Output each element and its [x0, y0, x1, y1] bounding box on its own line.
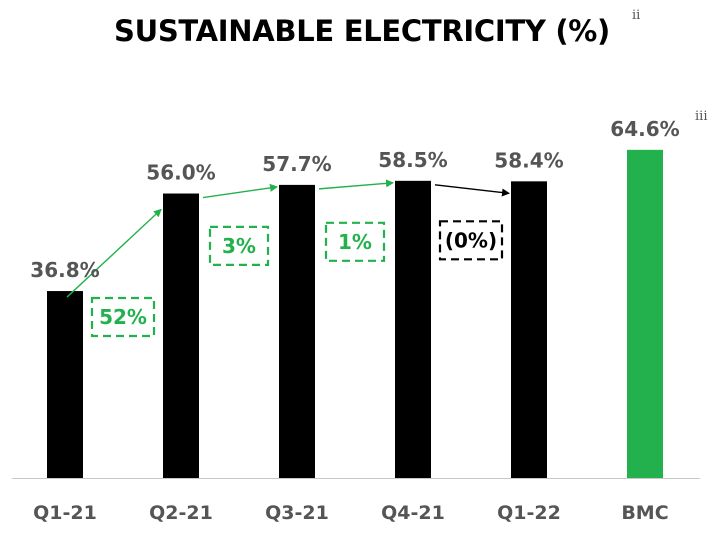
chart-title: SUSTAINABLE ELECTRICITY (%)	[114, 14, 610, 48]
value-label: 64.6%	[610, 117, 679, 141]
change-label: 52%	[99, 305, 147, 329]
chart-title-note: ii	[632, 8, 641, 23]
change-arrow	[66, 208, 162, 298]
change-box	[90, 296, 156, 338]
change-label: (0%)	[445, 228, 497, 252]
bar-q4-21	[395, 180, 431, 478]
change-label: 1%	[338, 230, 372, 254]
value-note: iii	[695, 109, 707, 124]
bar-q3-21	[279, 184, 315, 478]
bar-bmc	[627, 149, 663, 478]
x-tick-label: Q1-21	[33, 502, 97, 524]
change-arrow	[318, 179, 394, 190]
change-arrow	[434, 184, 510, 197]
change-label: 3%	[222, 234, 256, 258]
x-tick-label: BMC	[621, 502, 668, 524]
bar-q2-21	[163, 193, 199, 478]
bar-q1-22	[511, 181, 547, 478]
value-label: 58.5%	[378, 148, 447, 172]
change-box	[208, 225, 270, 266]
value-label: 36.8%	[30, 258, 99, 282]
x-tick-label: Q3-21	[265, 502, 329, 524]
x-tick-label: Q4-21	[381, 502, 445, 524]
value-label: 57.7%	[262, 152, 331, 176]
change-box	[324, 221, 386, 262]
x-tick-label: Q1-22	[497, 502, 561, 524]
change-box	[438, 220, 504, 261]
value-label: 56.0%	[146, 161, 215, 185]
chart-title-wrap: SUSTAINABLE ELECTRICITY (%)	[0, 14, 724, 48]
change-arrow	[202, 183, 278, 199]
value-label: 58.4%	[494, 148, 563, 172]
bar-q1-21	[47, 291, 83, 478]
x-tick-label: Q2-21	[149, 502, 213, 524]
